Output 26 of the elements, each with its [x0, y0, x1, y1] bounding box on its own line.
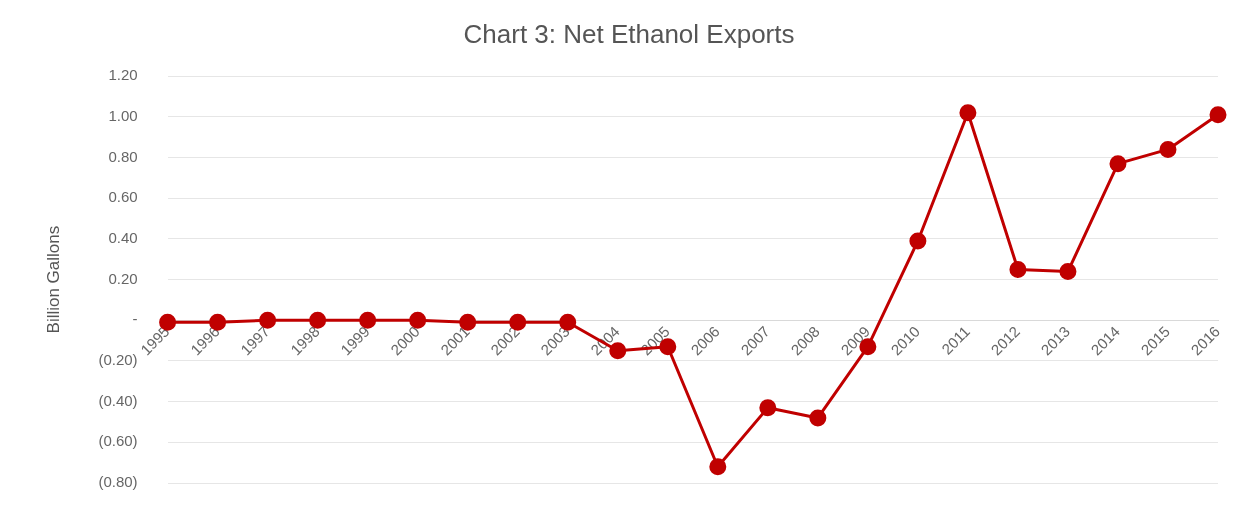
y-tick-label: 1.00	[108, 107, 138, 125]
y-tick-label: 1.20	[108, 66, 138, 84]
y-tick-label: 0.40	[108, 229, 138, 247]
point	[309, 311, 327, 329]
y-tick-label: (0.80)	[98, 473, 138, 491]
chart-title: Chart 3: Net Ethanol Exports	[463, 18, 795, 49]
point	[1109, 155, 1127, 173]
y-tick-label: (0.20)	[98, 351, 138, 369]
y-axis-title: Billion Gallons	[43, 225, 63, 334]
point	[959, 104, 977, 122]
y-tick-label: (0.60)	[98, 432, 138, 450]
point	[1009, 260, 1027, 278]
y-tick-label: -	[132, 310, 138, 328]
y-tick-label: 0.20	[108, 269, 138, 287]
y-tick-label: 0.60	[108, 188, 138, 206]
point	[809, 409, 827, 427]
point	[409, 311, 427, 329]
point	[359, 311, 377, 329]
point	[759, 399, 777, 417]
point	[1059, 262, 1077, 280]
point	[909, 232, 927, 250]
point	[709, 458, 727, 476]
y-tick-label: 0.80	[108, 147, 138, 165]
point	[1159, 140, 1177, 158]
point	[1209, 106, 1227, 124]
y-tick-label: (0.40)	[98, 391, 138, 409]
